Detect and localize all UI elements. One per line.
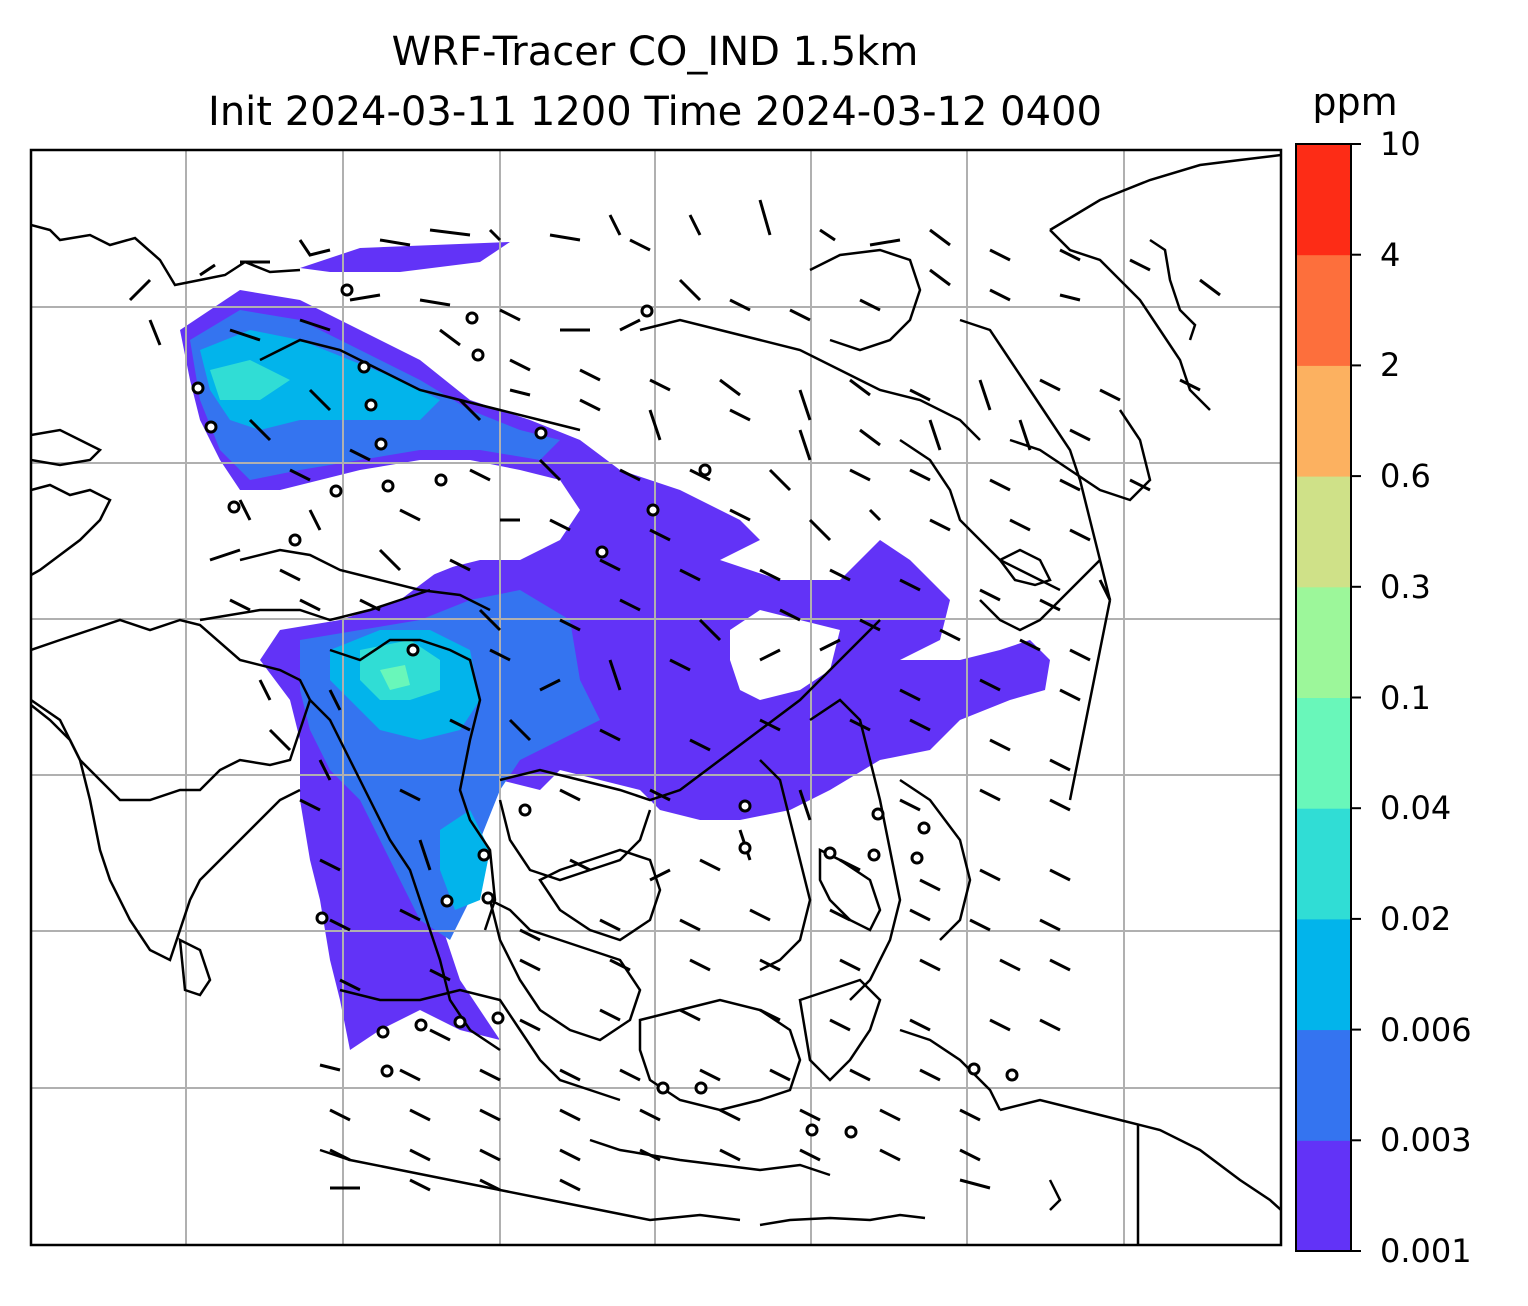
map-plot-area [31,150,1281,1245]
colorbar-tick-label: 4 [1380,235,1401,274]
colorbar-swatch [1296,1140,1351,1252]
colorbar-tick-label: 0.02 [1380,899,1452,938]
colorbar-tick-label: 0.6 [1380,457,1431,496]
colorbar-tick-label: 0.3 [1380,567,1431,606]
plume-teal [210,360,290,400]
map-title: WRF-Tracer CO_IND 1.5km [391,29,919,75]
colorbar-swatch [1296,697,1351,809]
colorbar [1295,143,1361,1252]
plume-green [380,665,410,690]
plume-cyan [200,330,440,430]
colorbar-swatch [1296,254,1351,366]
colorbar-unit-label: ppm [1312,80,1398,124]
colorbar-tick-label: 2 [1380,346,1401,385]
gridlines [31,150,1281,1245]
colorbar-swatch [1296,1029,1351,1141]
colorbar-swatch [1296,808,1351,920]
colorbar-swatches [1296,144,1351,1252]
colorbar-swatch [1296,365,1351,477]
colorbar-ticks [1351,143,1361,1252]
colorbar-swatch [1296,144,1351,256]
coastlines [31,153,1281,1245]
colorbar-tick-label: 0.1 [1380,678,1431,717]
plume-purple [300,242,510,272]
colorbar-tick-label: 0.006 [1380,1010,1472,1049]
colorbar-swatch [1296,586,1351,698]
colorbar-tick-label: 0.04 [1380,789,1452,828]
calm-wind-markers [191,283,1019,1139]
map-subtitle: Init 2024-03-11 1200 Time 2024-03-12 040… [208,89,1102,135]
plume-gap [730,610,840,700]
plot-frame [29,148,1283,1247]
colorbar-tick-label: 0.003 [1380,1121,1472,1160]
colorbar-swatch [1296,476,1351,588]
colorbar-tick-label: 0.001 [1380,1232,1472,1270]
plume-cyan [440,810,490,910]
colorbar-tick-label: 10 [1380,125,1421,163]
colorbar-swatch [1296,918,1351,1031]
wind-barbs [128,199,1221,1192]
